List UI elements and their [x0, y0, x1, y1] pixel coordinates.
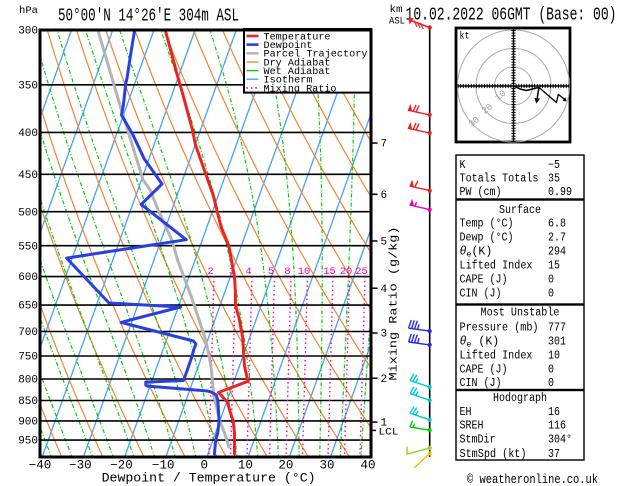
svg-text:−20: −20 [110, 459, 133, 473]
svg-text:0: 0 [548, 363, 554, 376]
svg-text:10: 10 [298, 266, 311, 278]
svg-text:Dewpoint / Temperature (°C): Dewpoint / Temperature (°C) [102, 470, 316, 485]
svg-text:Temperature: Temperature [264, 32, 331, 43]
svg-text:−30: −30 [69, 459, 92, 473]
svg-text:0: 0 [548, 274, 554, 287]
svg-text:40: 40 [360, 459, 375, 473]
svg-text:K: K [460, 159, 466, 172]
svg-text:4: 4 [381, 284, 388, 296]
svg-text:10: 10 [548, 349, 560, 362]
svg-text:15: 15 [548, 260, 560, 273]
svg-text:Dewp (°C): Dewp (°C) [460, 232, 514, 245]
svg-text:8: 8 [284, 266, 290, 278]
svg-text:750: 750 [18, 352, 38, 364]
svg-text:35: 35 [548, 172, 560, 185]
svg-text:EH: EH [460, 406, 472, 419]
svg-text:Hodograph: Hodograph [493, 392, 547, 405]
svg-text:PW (cm): PW (cm) [460, 186, 502, 199]
svg-text:Most Unstable: Most Unstable [481, 307, 560, 320]
svg-text:304°: 304° [548, 434, 572, 447]
svg-text:3: 3 [381, 329, 388, 341]
svg-text:−10: −10 [152, 459, 175, 473]
svg-text:700: 700 [18, 327, 38, 339]
svg-text:301: 301 [548, 336, 566, 349]
svg-text:50°00'N 14°26'E 304m ASL: 50°00'N 14°26'E 304m ASL [58, 6, 239, 27]
svg-text:10.02.2022 06GMT (Base: 00): 10.02.2022 06GMT (Base: 00) [406, 5, 617, 26]
svg-text:4: 4 [245, 266, 251, 278]
svg-text:3: 3 [229, 266, 235, 278]
svg-text:Temp (°C): Temp (°C) [460, 218, 514, 231]
svg-text:0.99: 0.99 [548, 186, 572, 199]
svg-text:hPa: hPa [19, 5, 38, 17]
svg-text:© weatheronline.co.uk: © weatheronline.co.uk [467, 473, 598, 486]
svg-text:900: 900 [18, 417, 38, 429]
svg-text:15: 15 [323, 266, 336, 278]
svg-text:θe (K): θe (K) [460, 336, 500, 350]
svg-text:600: 600 [18, 272, 38, 284]
svg-text:ASL: ASL [389, 16, 405, 28]
svg-text:SREH: SREH [460, 420, 484, 433]
svg-text:500: 500 [18, 207, 38, 219]
svg-text:Lifted Index: Lifted Index [460, 349, 533, 362]
svg-text:Surface: Surface [499, 204, 541, 217]
svg-text:−40: −40 [29, 459, 52, 473]
svg-text:300: 300 [18, 26, 38, 38]
svg-text:650: 650 [18, 301, 38, 313]
svg-text:Dry Adiabat: Dry Adiabat [264, 57, 331, 69]
svg-text:Wet Adiabat: Wet Adiabat [264, 66, 331, 78]
svg-text:−5: −5 [548, 159, 560, 172]
svg-text:6.8: 6.8 [548, 218, 566, 231]
svg-text:Isotherm: Isotherm [264, 75, 313, 87]
svg-text:450: 450 [18, 170, 38, 182]
svg-text:Mixing Ratio (g/kg): Mixing Ratio (g/kg) [389, 227, 401, 381]
svg-text:CIN (J): CIN (J) [460, 377, 502, 390]
svg-text:StmSpd (kt): StmSpd (kt) [460, 448, 527, 461]
svg-text:10: 10 [238, 459, 253, 473]
svg-text:2: 2 [207, 266, 213, 278]
svg-text:30: 30 [319, 459, 334, 473]
svg-text:0: 0 [548, 377, 554, 390]
svg-text:1: 1 [381, 418, 388, 430]
svg-text:CIN (J): CIN (J) [460, 288, 502, 301]
svg-text:294: 294 [548, 246, 566, 259]
svg-text:0: 0 [548, 288, 554, 301]
svg-text:Lifted Index: Lifted Index [460, 260, 533, 273]
svg-text:θe(K): θe(K) [460, 246, 493, 260]
svg-text:7: 7 [381, 139, 388, 151]
svg-text:Totals Totals: Totals Totals [460, 172, 539, 185]
svg-text:850: 850 [18, 396, 38, 408]
svg-text:550: 550 [18, 241, 38, 253]
svg-text:800: 800 [18, 375, 38, 387]
svg-text:LCL: LCL [379, 427, 399, 439]
svg-text:350: 350 [18, 80, 38, 92]
svg-text:5: 5 [268, 266, 274, 278]
svg-text:Mixing Ratio: Mixing Ratio [264, 83, 337, 95]
svg-text:2: 2 [381, 374, 388, 386]
svg-text:Pressure (mb): Pressure (mb) [460, 321, 539, 334]
svg-text:20: 20 [340, 266, 353, 278]
svg-text:20: 20 [278, 459, 293, 473]
svg-text:Dewpoint: Dewpoint [264, 40, 313, 52]
svg-text:Parcel Trajectory: Parcel Trajectory [264, 49, 368, 61]
svg-text:950: 950 [18, 436, 38, 448]
svg-text:km: km [390, 4, 403, 16]
svg-text:2.7: 2.7 [548, 232, 566, 245]
svg-text:25: 25 [355, 266, 368, 278]
svg-text:5: 5 [381, 237, 388, 249]
svg-text:kt: kt [460, 31, 470, 43]
svg-text:777: 777 [548, 321, 566, 334]
svg-text:0: 0 [201, 459, 209, 473]
svg-text:16: 16 [548, 406, 560, 419]
svg-text:116: 116 [548, 420, 566, 433]
svg-text:37: 37 [548, 448, 560, 461]
svg-text:StmDir: StmDir [460, 434, 496, 447]
svg-text:400: 400 [18, 128, 38, 140]
svg-text:6: 6 [381, 190, 388, 202]
svg-text:CAPE (J): CAPE (J) [460, 363, 508, 376]
svg-text:CAPE (J): CAPE (J) [460, 274, 508, 287]
